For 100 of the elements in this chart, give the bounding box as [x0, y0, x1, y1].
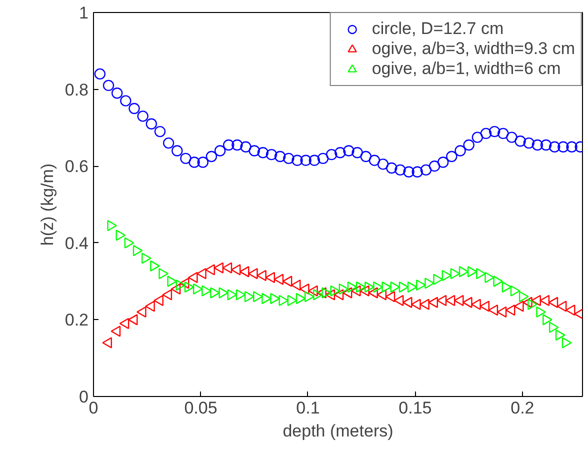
point: [484, 272, 495, 284]
point: [274, 274, 284, 285]
point: [197, 156, 208, 168]
point: [373, 281, 383, 293]
x-tick-label: 0.2: [510, 398, 534, 418]
point: [416, 280, 426, 291]
point: [334, 289, 344, 300]
x-tick-label: 0.1: [296, 398, 320, 418]
point: [162, 137, 174, 149]
point: [548, 322, 559, 333]
point: [540, 139, 552, 151]
point: [128, 314, 138, 326]
y-tick-label: 1: [79, 4, 89, 22]
point: [528, 298, 538, 310]
point: [386, 162, 398, 174]
point: [292, 154, 303, 166]
point: [360, 150, 372, 162]
point: [308, 285, 318, 296]
point: [188, 156, 200, 168]
point: [274, 150, 286, 162]
point: [562, 337, 572, 348]
legend-label: circle, D=12.7 cm: [372, 19, 504, 39]
point: [502, 281, 512, 293]
point: [266, 148, 278, 160]
point: [549, 141, 560, 152]
point: [518, 291, 529, 302]
point: [424, 278, 434, 289]
y-tick-label: 0.2: [64, 310, 89, 330]
point: [394, 164, 406, 176]
point: [368, 154, 380, 166]
legend-label: ogive, a/b=1, width=6 cm: [372, 59, 561, 79]
point: [154, 126, 166, 138]
point: [364, 281, 374, 293]
point: [334, 147, 346, 158]
y-tick-label: 0.6: [64, 157, 89, 176]
point: [205, 264, 215, 276]
point: [102, 80, 114, 92]
point: [316, 287, 326, 298]
point: [532, 139, 544, 151]
point: [111, 88, 123, 99]
point: [239, 266, 250, 278]
point: [480, 128, 492, 140]
point: [137, 110, 148, 122]
point: [442, 270, 452, 282]
point: [188, 272, 198, 284]
point: [390, 281, 400, 293]
point: [162, 289, 172, 300]
point: [467, 266, 478, 278]
point: [446, 150, 458, 162]
point: [145, 300, 155, 312]
point: [450, 268, 460, 280]
point: [256, 270, 266, 282]
point: [437, 156, 449, 168]
point: [407, 281, 418, 293]
point: [377, 158, 389, 170]
point: [523, 137, 534, 149]
point: [488, 126, 500, 138]
point: [382, 281, 392, 293]
point: [360, 285, 370, 296]
point: [347, 281, 358, 293]
point: [214, 145, 226, 156]
point: [196, 268, 206, 280]
point: [308, 154, 320, 166]
point: [514, 136, 526, 147]
y-axis-title: h(z) (kg/m): [38, 163, 57, 246]
point: [223, 139, 234, 151]
point: [403, 166, 414, 178]
point: [566, 141, 578, 152]
point: [214, 262, 224, 274]
point: [230, 264, 241, 276]
point: [476, 268, 486, 280]
point: [558, 141, 569, 152]
point: [352, 147, 363, 158]
point: [542, 314, 552, 326]
point: [119, 318, 130, 330]
point: [154, 294, 164, 306]
point: [376, 289, 387, 300]
point: [282, 276, 292, 287]
point: [299, 283, 310, 295]
point: [128, 102, 140, 114]
point: [180, 152, 192, 164]
point: [498, 128, 509, 140]
point: [206, 150, 218, 162]
point: [317, 152, 329, 164]
point: [342, 287, 352, 298]
y-tick-label: 0.8: [64, 80, 89, 100]
point: [428, 160, 440, 172]
point: [248, 268, 258, 280]
point: [356, 281, 366, 293]
point: [94, 68, 106, 80]
y-tick-label: 0.4: [64, 234, 89, 253]
point: [136, 306, 146, 318]
x-tick-label: 0.15: [398, 398, 432, 418]
point: [290, 280, 301, 291]
point: [412, 166, 423, 178]
point: [179, 278, 190, 289]
point: [172, 145, 183, 156]
point: [300, 154, 312, 166]
point: [222, 262, 232, 274]
point: [555, 329, 566, 341]
